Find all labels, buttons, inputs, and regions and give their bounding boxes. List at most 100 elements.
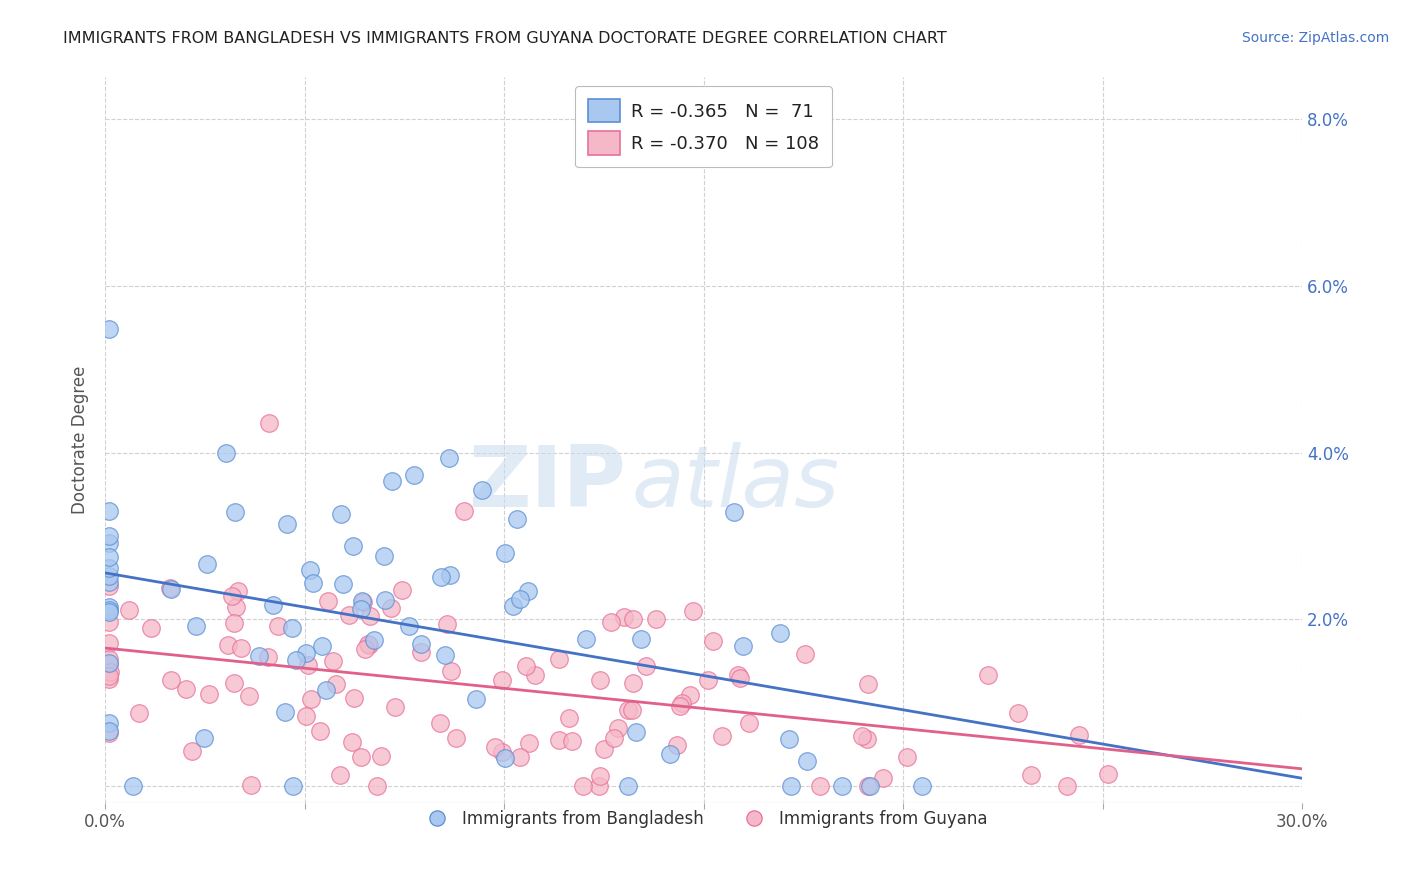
Point bbox=[267, 618, 290, 632]
Point bbox=[702, 633, 724, 648]
Point bbox=[315, 683, 337, 698]
Point bbox=[259, 416, 281, 430]
Point bbox=[634, 659, 657, 673]
Point bbox=[299, 692, 322, 706]
Point bbox=[731, 639, 754, 653]
Point bbox=[226, 584, 249, 599]
Point bbox=[630, 632, 652, 647]
Point bbox=[710, 729, 733, 743]
Point bbox=[98, 536, 121, 550]
Point bbox=[796, 754, 818, 768]
Point bbox=[98, 715, 121, 730]
Point bbox=[391, 582, 413, 597]
Point bbox=[1007, 706, 1029, 721]
Point bbox=[589, 673, 612, 687]
Point bbox=[184, 618, 207, 632]
Point bbox=[342, 691, 364, 706]
Point bbox=[176, 682, 198, 697]
Point bbox=[229, 641, 252, 656]
Point bbox=[727, 668, 749, 682]
Point bbox=[98, 569, 121, 583]
Point bbox=[256, 649, 278, 664]
Point bbox=[621, 611, 644, 625]
Point bbox=[976, 667, 998, 681]
Point bbox=[444, 731, 467, 745]
Point bbox=[589, 769, 612, 783]
Text: ZIP: ZIP bbox=[468, 442, 626, 525]
Point bbox=[160, 582, 183, 596]
Point bbox=[697, 673, 720, 688]
Point bbox=[453, 504, 475, 518]
Point bbox=[524, 668, 547, 682]
Point bbox=[366, 779, 388, 793]
Point bbox=[195, 557, 218, 571]
Point bbox=[322, 654, 344, 668]
Point bbox=[294, 709, 316, 723]
Point bbox=[911, 779, 934, 793]
Point bbox=[612, 609, 634, 624]
Point bbox=[353, 642, 375, 657]
Point bbox=[160, 673, 183, 687]
Point bbox=[359, 609, 381, 624]
Point bbox=[851, 729, 873, 743]
Point bbox=[384, 699, 406, 714]
Text: IMMIGRANTS FROM BANGLADESH VS IMMIGRANTS FROM GUYANA DOCTORATE DEGREE CORRELATIO: IMMIGRANTS FROM BANGLADESH VS IMMIGRANTS… bbox=[63, 31, 948, 46]
Point bbox=[502, 599, 524, 614]
Point bbox=[247, 649, 270, 664]
Point bbox=[98, 603, 121, 617]
Point bbox=[359, 638, 381, 652]
Point bbox=[98, 575, 121, 590]
Point bbox=[548, 733, 571, 747]
Point bbox=[896, 750, 918, 764]
Point bbox=[858, 779, 880, 793]
Point bbox=[238, 690, 260, 704]
Point bbox=[98, 672, 121, 686]
Point bbox=[517, 736, 540, 750]
Point bbox=[98, 726, 121, 740]
Point bbox=[325, 676, 347, 690]
Point bbox=[621, 676, 644, 690]
Point bbox=[679, 688, 702, 702]
Text: atlas: atlas bbox=[631, 442, 839, 525]
Point bbox=[98, 561, 121, 575]
Point bbox=[180, 744, 202, 758]
Point bbox=[98, 549, 121, 564]
Point bbox=[588, 779, 610, 793]
Point bbox=[433, 648, 456, 663]
Point bbox=[411, 637, 433, 651]
Point bbox=[352, 595, 374, 609]
Point bbox=[98, 652, 121, 666]
Point bbox=[671, 696, 693, 710]
Point bbox=[409, 645, 432, 659]
Point bbox=[484, 739, 506, 754]
Point bbox=[617, 703, 640, 717]
Point bbox=[349, 750, 371, 764]
Point bbox=[98, 579, 121, 593]
Point bbox=[810, 779, 832, 793]
Point bbox=[225, 599, 247, 614]
Point bbox=[430, 570, 453, 584]
Point bbox=[659, 747, 682, 761]
Point bbox=[330, 507, 353, 521]
Point bbox=[440, 664, 463, 678]
Point bbox=[350, 594, 373, 608]
Point bbox=[285, 653, 308, 667]
Point bbox=[318, 594, 340, 608]
Point bbox=[98, 636, 121, 650]
Point bbox=[98, 665, 121, 679]
Point bbox=[274, 706, 297, 720]
Point bbox=[98, 668, 121, 682]
Legend: Immigrants from Bangladesh, Immigrants from Guyana: Immigrants from Bangladesh, Immigrants f… bbox=[413, 803, 994, 835]
Point bbox=[98, 322, 121, 336]
Point bbox=[98, 657, 121, 671]
Point bbox=[517, 583, 540, 598]
Point bbox=[572, 779, 595, 793]
Point bbox=[215, 446, 238, 460]
Point bbox=[624, 725, 647, 739]
Point bbox=[141, 622, 163, 636]
Point bbox=[98, 656, 121, 670]
Point bbox=[644, 612, 666, 626]
Point bbox=[621, 703, 644, 717]
Point bbox=[465, 692, 488, 706]
Point bbox=[197, 688, 219, 702]
